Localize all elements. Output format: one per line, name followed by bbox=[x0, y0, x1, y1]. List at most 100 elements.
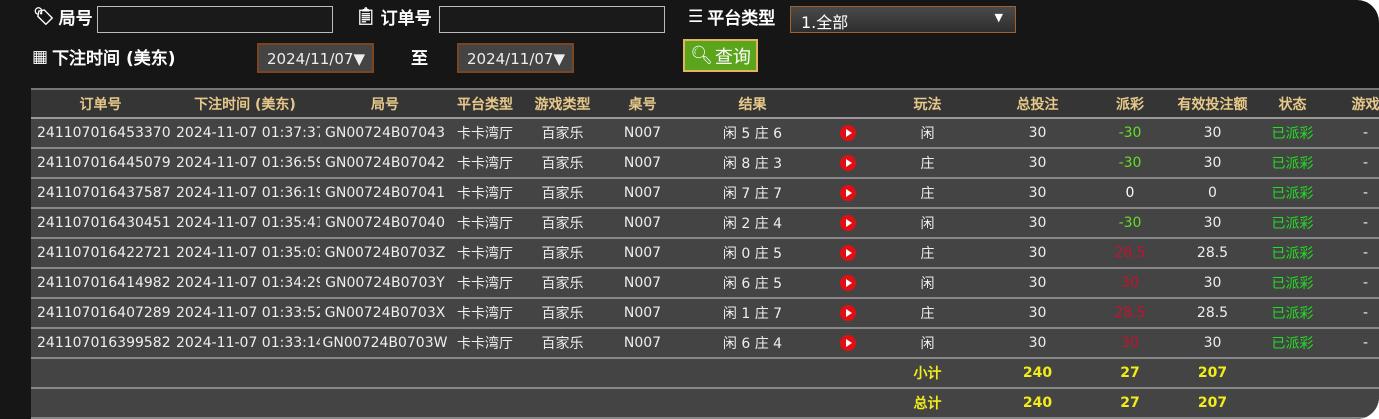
round-id: GN00724B07041 bbox=[320, 178, 450, 209]
platform: 卡卡湾厅 bbox=[450, 238, 520, 269]
video-replay-button[interactable] bbox=[825, 208, 870, 239]
total-valid: 207 bbox=[1170, 388, 1255, 419]
table-no: N007 bbox=[605, 148, 680, 179]
platform: 卡卡湾厅 bbox=[450, 268, 520, 299]
play-icon bbox=[839, 215, 856, 231]
platform-label: ☰ 平台类型 bbox=[688, 6, 776, 30]
platform: 卡卡湾厅 bbox=[450, 328, 520, 359]
platform-select[interactable]: 1.全部 ▼ bbox=[790, 6, 1016, 33]
valid-bet: 30 bbox=[1170, 328, 1255, 359]
result: 闲 7 庄 7 bbox=[680, 178, 825, 209]
column-header bbox=[825, 88, 870, 119]
bet-type: 闲 bbox=[870, 118, 985, 149]
clipboard-icon: 📋︎ bbox=[355, 6, 377, 27]
table-row: 241107016399582 2024-11-07 01:33:14 GN0072… bbox=[31, 328, 1379, 359]
game-extra: - bbox=[1330, 118, 1379, 149]
column-header: 局号 bbox=[320, 88, 450, 119]
video-replay-button[interactable] bbox=[825, 238, 870, 269]
result: 闲 0 庄 5 bbox=[680, 238, 825, 269]
total-bet: 30 bbox=[985, 118, 1090, 149]
total-row: 总计 240 27 207 bbox=[31, 388, 1379, 419]
video-replay-button[interactable] bbox=[825, 118, 870, 149]
round-id: GN00724B0703W bbox=[320, 328, 450, 359]
order-id: 241107016437587 bbox=[31, 178, 170, 209]
subtotal-label: 小计 bbox=[870, 358, 985, 389]
payout: 30 bbox=[1090, 268, 1170, 299]
column-header: 游戏类型 bbox=[520, 88, 605, 119]
status: 已派彩 bbox=[1255, 298, 1330, 329]
platform: 卡卡湾厅 bbox=[450, 298, 520, 329]
round-id: GN00724B07042 bbox=[320, 148, 450, 179]
bet-time: 2024-11-07 01:33:14 bbox=[170, 328, 320, 359]
bet-time: 2024-11-07 01:36:59 bbox=[170, 148, 320, 179]
search-icon: 🔍︎ bbox=[690, 45, 713, 66]
result: 闲 5 庄 6 bbox=[680, 118, 825, 149]
game-extra: - bbox=[1330, 208, 1379, 239]
bet-time: 2024-11-07 01:33:52 bbox=[170, 298, 320, 329]
video-replay-button[interactable] bbox=[825, 148, 870, 179]
game-extra: - bbox=[1330, 268, 1379, 299]
time-label: ▦ 下注时间 (美东) bbox=[32, 46, 176, 70]
video-replay-button[interactable] bbox=[825, 298, 870, 329]
status: 已派彩 bbox=[1255, 238, 1330, 269]
play-icon bbox=[839, 275, 856, 291]
table-row: 241107016437587 2024-11-07 01:36:19 GN0072… bbox=[31, 178, 1379, 209]
bet-type: 闲 bbox=[870, 268, 985, 299]
result: 闲 2 庄 4 bbox=[680, 208, 825, 239]
table-no: N007 bbox=[605, 208, 680, 239]
column-header: 游戏 bbox=[1330, 88, 1379, 119]
round-input[interactable] bbox=[97, 6, 333, 33]
valid-bet: 28.5 bbox=[1170, 238, 1255, 269]
status: 已派彩 bbox=[1255, 118, 1330, 149]
table-no: N007 bbox=[605, 298, 680, 329]
game-type: 百家乐 bbox=[520, 298, 605, 329]
column-header: 订单号 bbox=[31, 88, 170, 119]
total-payout: 27 bbox=[1090, 388, 1170, 419]
play-icon bbox=[839, 155, 856, 171]
status: 已派彩 bbox=[1255, 178, 1330, 209]
round-id: GN00724B0703Z bbox=[320, 238, 450, 269]
game-type: 百家乐 bbox=[520, 178, 605, 209]
date-from[interactable]: 2024/11/07▼ bbox=[257, 43, 374, 73]
round-id: GN00724B0703Y bbox=[320, 268, 450, 299]
payout: -30 bbox=[1090, 148, 1170, 179]
query-button[interactable]: 🔍︎ 查询 bbox=[683, 39, 758, 72]
order-label: 📋︎ 订单号 bbox=[355, 6, 432, 30]
payout: 28.5 bbox=[1090, 298, 1170, 329]
total-bet: 30 bbox=[985, 208, 1090, 239]
date-to[interactable]: 2024/11/07▼ bbox=[457, 43, 574, 73]
bet-type: 闲 bbox=[870, 328, 985, 359]
game-extra: - bbox=[1330, 328, 1379, 359]
game-type: 百家乐 bbox=[520, 328, 605, 359]
play-icon bbox=[839, 335, 856, 351]
payout: -30 bbox=[1090, 118, 1170, 149]
to-label: 至 bbox=[411, 49, 428, 69]
game-extra: - bbox=[1330, 238, 1379, 269]
video-replay-button[interactable] bbox=[825, 178, 870, 209]
result: 闲 8 庄 3 bbox=[680, 148, 825, 179]
subtotal-valid: 207 bbox=[1170, 358, 1255, 389]
order-id: 241107016453370 bbox=[31, 118, 170, 149]
table-row: 241107016407289 2024-11-07 01:33:52 GN0072… bbox=[31, 298, 1379, 329]
table-row: 241107016422721 2024-11-07 01:35:03 GN0072… bbox=[31, 238, 1379, 269]
result: 闲 6 庄 5 bbox=[680, 268, 825, 299]
video-replay-button[interactable] bbox=[825, 268, 870, 299]
round-id: GN00724B07040 bbox=[320, 208, 450, 239]
game-extra: - bbox=[1330, 298, 1379, 329]
bet-time: 2024-11-07 01:34:29 bbox=[170, 268, 320, 299]
table-no: N007 bbox=[605, 268, 680, 299]
payout: 28.5 bbox=[1090, 238, 1170, 269]
order-input[interactable] bbox=[439, 6, 665, 33]
status: 已派彩 bbox=[1255, 268, 1330, 299]
column-header: 玩法 bbox=[870, 88, 985, 119]
tag-icon: 🏷︎ bbox=[33, 6, 55, 27]
order-id: 241107016430451 bbox=[31, 208, 170, 239]
bet-type: 庄 bbox=[870, 298, 985, 329]
table-no: N007 bbox=[605, 238, 680, 269]
platform: 卡卡湾厅 bbox=[450, 148, 520, 179]
game-type: 百家乐 bbox=[520, 268, 605, 299]
platform: 卡卡湾厅 bbox=[450, 178, 520, 209]
video-replay-button[interactable] bbox=[825, 328, 870, 359]
column-header: 桌号 bbox=[605, 88, 680, 119]
